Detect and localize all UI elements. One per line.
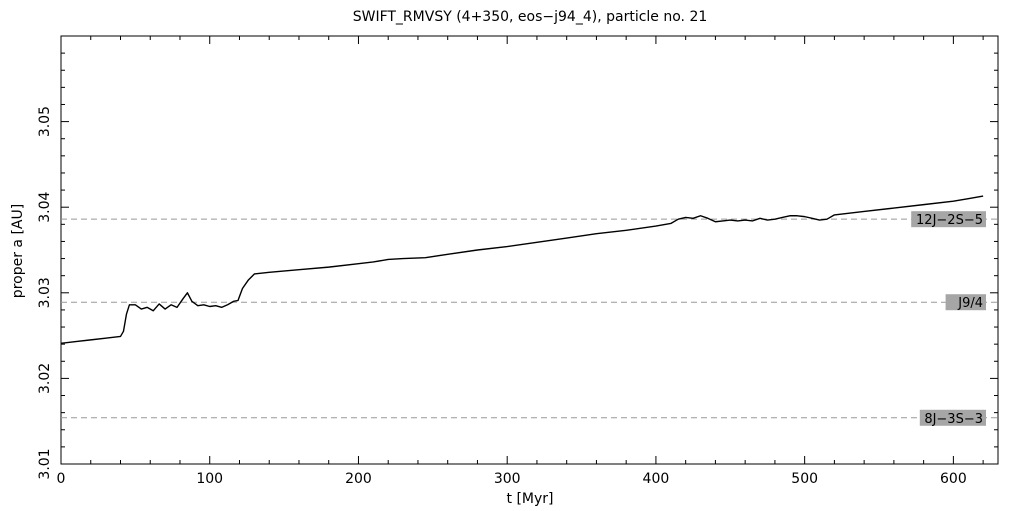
x-tick-label: 100 [196,471,223,487]
y-tick-label: 3.05 [37,106,53,137]
plot-frame [60,35,999,465]
y-tick-label: 3.02 [37,363,53,394]
plot-area: 0 100 200 300 400 500 600 3.01 3.02 3.03 3.04 3.05 1… [37,35,999,487]
resonance-label-box [919,409,986,426]
resonance-label-box [945,294,986,311]
resonance-label: 8J−3S−3 [924,412,983,427]
x-axis-label: t [Myr] [507,491,554,507]
y-axis-label: proper a [AU] [10,204,26,298]
resonance-label: 12J−2S−5 [916,213,983,228]
x-tick-label: 600 [940,471,967,487]
x-tick-label: 400 [643,471,670,487]
resonance-label-box [911,211,986,228]
x-tick-label: 0 [57,471,66,487]
chart-title: SWIFT_RMVSY (4+350, eos−j94_4), particle… [353,9,708,25]
x-tick-label: 500 [791,471,818,487]
y-tick-label: 3.04 [37,192,53,223]
data-line [60,195,984,344]
x-tick-label: 300 [494,471,521,487]
resonance-label: J9/4 [957,296,983,311]
x-tick-label: 200 [345,471,372,487]
y-tick-label: 3.03 [37,277,53,308]
y-tick-label: 3.01 [37,448,53,479]
